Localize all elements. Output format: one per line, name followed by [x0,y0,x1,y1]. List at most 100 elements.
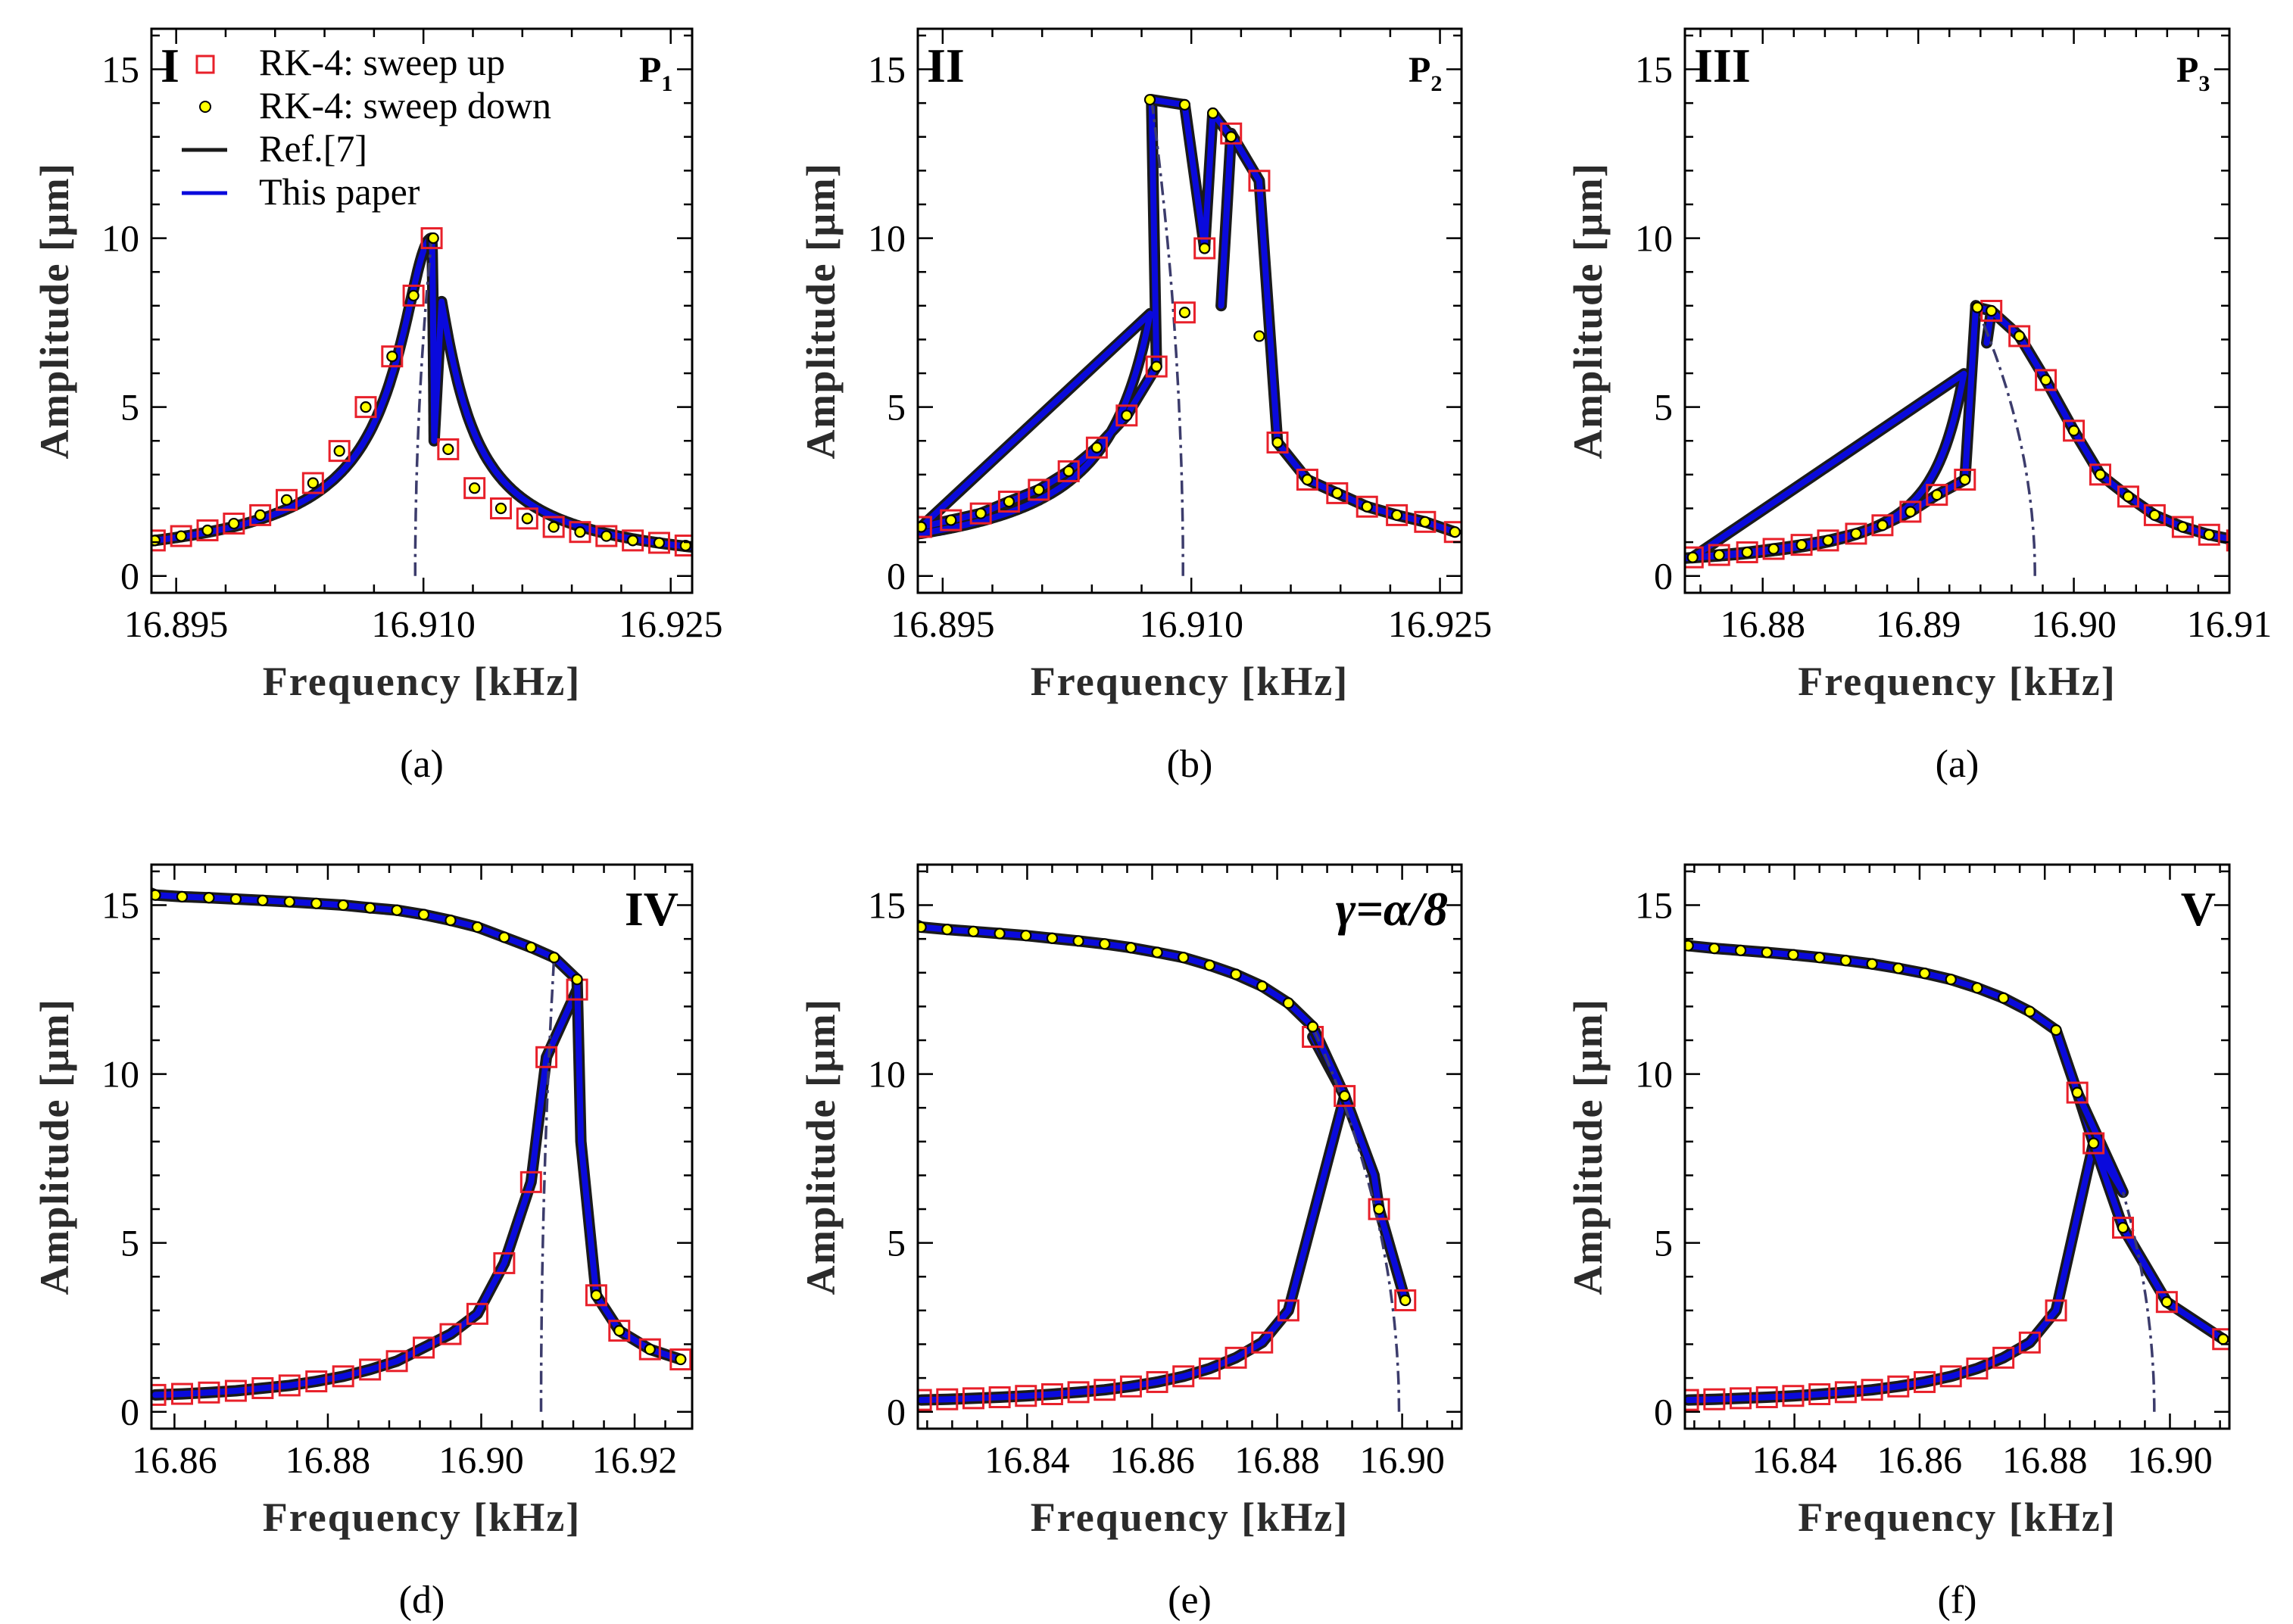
y-tick-label: 5 [1654,1222,1673,1264]
sweep-up-marker [1887,1375,1910,1398]
sweep-up-marker [2143,503,2166,526]
sweep-up-marker [1015,1385,1037,1407]
plot-area [1685,300,2242,576]
sweep-up-marker [493,1252,516,1274]
sweep-down-marker [1822,535,1834,547]
ref7-upper-branch [1685,938,2229,1345]
sweep-up-marker [1992,1346,2015,1369]
sweep-up-marker [1685,546,1704,569]
panel-caption: (a) [1936,743,1979,786]
sweep-up-marker [542,516,565,538]
sweep-down-marker [2232,535,2242,545]
sweep-up-marker [1172,1365,1195,1388]
sweep-down-marker [967,925,980,937]
x-tick-label: 16.925 [1388,603,1493,645]
sweep-down-marker [203,892,215,904]
sweep-up-marker [1966,1357,1989,1380]
sweep-down-marker [627,535,639,547]
sweep-up-marker [997,491,1020,513]
y-tick-label: 5 [120,1222,139,1264]
sweep-down-marker [1033,484,1045,496]
sweep-up-marker [2155,1291,2178,1314]
point-tag-letter: P [2176,50,2198,90]
sweep-down-marker [2088,1137,2100,1149]
sweep-down-marker [1795,539,1808,551]
sweep-up-marker [1926,484,1948,507]
sweep-up-marker [2171,516,2194,538]
sweep-down-marker [1761,946,1773,959]
sweep-down-marker [391,904,403,916]
sweep-up-marker [1224,1346,1247,1369]
sweep-up-marker [936,1388,959,1410]
point-tag: P3 [2176,50,2210,96]
y-axis-title: Amplitude [μm] [798,162,844,459]
sweep-up-marker [1193,237,1216,260]
sweep-down-marker [941,924,953,936]
sweep-up-marker [420,227,443,250]
sweep-down-marker [1892,962,1905,974]
sweep-up-marker [1414,510,1437,533]
sweep-up-marker [1085,436,1108,459]
sweep-up-marker [1334,1085,1356,1108]
chart-panel-b: 0 5 10 15 16.895 16.910 16.925 Frequency [kHz] A… [798,27,1493,786]
sweep-down-marker [1199,242,1211,254]
sweep-up-marker [385,1350,408,1373]
sweep-down-marker [1331,487,1343,499]
x-tick-label: 16.90 [438,1439,524,1481]
sweep-up-marker [535,1046,558,1068]
sweep-up-marker [2082,1132,2105,1155]
sweep-up-marker [196,519,219,541]
sweep-down-marker [1125,942,1137,954]
x-tick-label: 16.89 [1876,603,1961,645]
this-paper-lower-branch [1685,302,1979,562]
sweep-down-marker [1945,974,1957,986]
sweep-down-marker [2217,1333,2229,1345]
sweep-up-marker [224,1379,247,1402]
this-paper-lower-branch [152,987,581,1398]
sweep-up-marker [276,488,298,511]
sweep-up-marker [328,440,351,463]
ref7-lower-branch [918,1031,1351,1406]
plot-frame [150,27,694,594]
sweep-up-marker [969,502,992,525]
sweep-down-marker [360,401,372,413]
sweep-up-marker [622,529,644,552]
sweep-down-marker [1839,955,1852,967]
sweep-up-marker [608,1320,631,1342]
legend-label: This paper [259,170,420,213]
sweep-down-marker [1449,526,1461,538]
sweep-up-marker [585,1284,607,1307]
sweep-down-marker [386,351,398,363]
sweep-up-marker [669,1348,692,1371]
y-tick-label: 10 [101,1053,139,1096]
sweep-up-marker [1145,355,1168,378]
this-paper-upper-branch [1973,302,2229,542]
sweep-up-marker [2018,1331,2041,1354]
sweep-up-marker [516,507,538,530]
sweep-up-marker [1173,301,1196,324]
sweep-down-marker [337,899,349,912]
sweep-up-marker [1790,534,1813,556]
sweep-up-marker [1248,170,1271,192]
sweep-down-marker [1686,551,1699,563]
x-tick-label: 16.86 [132,1439,217,1481]
sweep-down-marker [1877,519,1889,531]
y-axis-title: Amplitude [μm] [32,998,77,1295]
sweep-down-marker [1787,949,1799,961]
x-tick-label: 16.90 [2127,1439,2213,1481]
this-paper-lower-branch [151,235,435,544]
y-tick-label: 15 [1635,48,1673,91]
backbone-curve [1974,305,2036,576]
x-tick-label: 16.88 [1720,603,1805,645]
x-tick-label: 16.895 [891,603,995,645]
sweep-down-marker [1708,943,1721,955]
panel-caption: (d) [399,1579,445,1622]
ref7-lower-branch [1685,300,1982,564]
sweep-down-marker [2067,425,2080,437]
case-label: IV [625,882,679,936]
sweep-down-marker [1150,360,1162,372]
sweep-down-marker [994,927,1006,940]
sweep-up-marker [2008,325,2031,348]
ref7-upper-branch [151,887,687,1365]
point-tag-subscript: 3 [2198,71,2210,96]
